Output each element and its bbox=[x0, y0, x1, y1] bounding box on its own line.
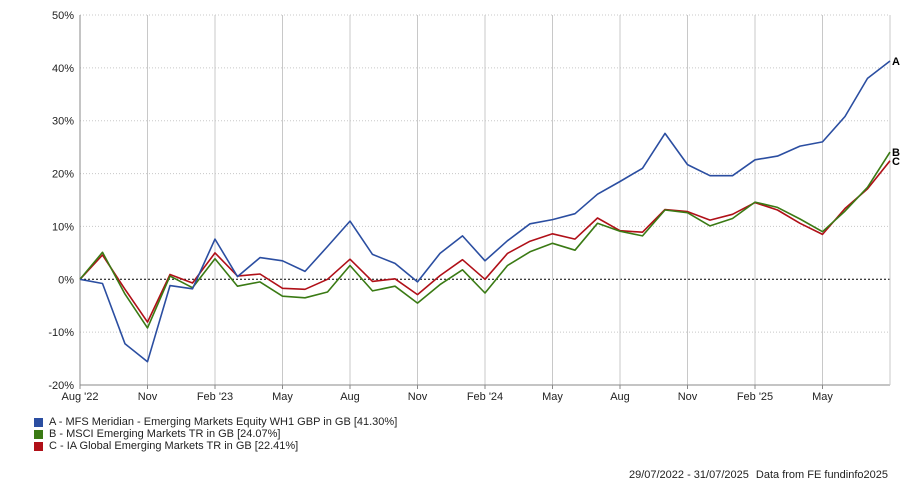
y-tick-label: -10% bbox=[48, 327, 74, 339]
line-chart: 50% 40% 30% 20% 10% 0% -10% -20%Aug '22 Nov Feb '… bbox=[48, 10, 900, 403]
x-tick-label: Aug bbox=[610, 391, 630, 403]
series-end-label-c: C bbox=[892, 156, 900, 168]
y-tick-label: -20% bbox=[48, 380, 74, 392]
legend-item-a: A - MFS Meridian - Emerging Markets Equi… bbox=[34, 416, 397, 428]
x-tick-label: Nov bbox=[408, 391, 428, 403]
x-tick-label: May bbox=[812, 391, 833, 403]
series-end-label-a: A bbox=[892, 56, 900, 68]
x-tick-label: Feb '25 bbox=[737, 391, 773, 403]
y-tick-label: 30% bbox=[52, 116, 74, 128]
x-tick-label: Nov bbox=[678, 391, 698, 403]
legend-swatch-a bbox=[34, 417, 43, 427]
x-tick-label: Nov bbox=[138, 391, 158, 403]
x-tick-label: Aug '22 bbox=[62, 391, 99, 403]
legend-label-a: A - MFS Meridian - Emerging Markets Equi… bbox=[49, 416, 398, 428]
footer-date-range: 29/07/2022 - 31/07/2025 bbox=[628, 469, 749, 481]
x-tick-label: May bbox=[272, 391, 293, 403]
y-tick-label: 50% bbox=[52, 10, 74, 22]
y-tick-label: 10% bbox=[52, 221, 74, 233]
series-end-label-b: B bbox=[892, 147, 900, 159]
y-tick-label: 40% bbox=[52, 63, 74, 75]
series-line-a bbox=[79, 60, 891, 363]
legend-label-c: C - IA Global Emerging Markets TR in GB … bbox=[49, 440, 299, 452]
legend-item-c: C - IA Global Emerging Markets TR in GB … bbox=[34, 440, 397, 452]
legend-item-b: B - MSCI Emerging Markets TR in GB [24.0… bbox=[34, 428, 397, 440]
x-tick-label: May bbox=[542, 391, 563, 403]
y-tick-label: 0% bbox=[58, 274, 74, 286]
chart-footer: 29/07/2022 - 31/07/2025 Data from FE fun… bbox=[629, 469, 888, 481]
legend-swatch-c bbox=[34, 441, 43, 451]
legend-swatch-b bbox=[34, 429, 43, 439]
footer-source: Data from FE fundinfo2025 bbox=[755, 469, 888, 481]
x-tick-label: Feb '23 bbox=[197, 391, 233, 403]
legend-label-b: B - MSCI Emerging Markets TR in GB [24.0… bbox=[49, 428, 281, 440]
y-tick-label: 20% bbox=[52, 169, 74, 181]
series-line-b bbox=[79, 151, 891, 329]
x-tick-label: Feb '24 bbox=[467, 391, 503, 403]
x-tick-label: Aug bbox=[340, 391, 360, 403]
chart-legend: A - MFS Meridian - Emerging Markets Equi… bbox=[34, 416, 397, 452]
